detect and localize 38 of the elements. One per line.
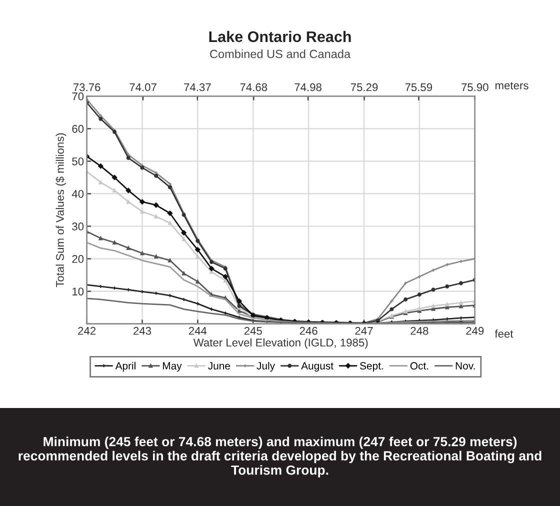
legend-label: April <box>115 362 136 372</box>
chart-subtitle: Combined US and Canada <box>210 50 351 58</box>
text: feet <box>494 330 514 338</box>
text: Minimum (245 feet or 74.68 meters) and maximum (247 feet or 75.29 meters) recommended levels in the draft criteria developed by the Recreational Boating and Tourism Group. <box>18 436 542 478</box>
x-tick-label: 247 <box>355 326 373 335</box>
y-tick-label: 30 <box>72 222 84 230</box>
x2-tick-label: 74.98 <box>294 83 322 92</box>
x2-tick-label: 73.76 <box>73 83 100 92</box>
legend-label: May <box>163 362 182 372</box>
x-tick-label: 246 <box>300 326 318 335</box>
x-tick-label: 242 <box>78 326 96 335</box>
x2-axis-title: meters <box>496 82 528 90</box>
y-tick-label: 10 <box>72 288 84 296</box>
x2-tick-label: 74.68 <box>240 83 268 92</box>
y-tick-label: 20 <box>72 255 84 263</box>
y-axis-title: Total Sum of Values ($ millions) <box>56 133 66 288</box>
y-tick-label: 40 <box>72 190 84 198</box>
legend-label: Sept. <box>360 362 383 372</box>
x-tick-label: 248 <box>410 326 428 335</box>
x-tick-label: 243 <box>134 326 152 335</box>
legend-label: June <box>208 362 230 370</box>
x2-tick-label: 75.90 <box>462 83 488 92</box>
x-axis-title: Water Level Elevation (IGLD, 1985) <box>193 338 368 349</box>
x2-tick-label: 74.37 <box>184 83 211 92</box>
x-tick-label: 249 <box>466 326 484 335</box>
chart-title: Lake Ontario Reach <box>209 30 351 42</box>
y-tick-label: 70 <box>72 92 84 100</box>
legend-label: Oct. <box>410 362 428 370</box>
x2-tick-label: 75.59 <box>405 83 432 92</box>
x2-tick-label: 75.29 <box>350 83 378 92</box>
y-tick-label: 60 <box>72 124 84 133</box>
legend-label: August <box>301 362 334 372</box>
x-tick-label: 244 <box>188 326 207 335</box>
legend-label: Nov. <box>456 362 475 370</box>
y-tick-label: 50 <box>72 157 84 166</box>
x-tick-label: 245 <box>244 326 262 335</box>
legend-label: July <box>256 362 276 372</box>
x2-tick-label: 74.07 <box>130 83 156 92</box>
